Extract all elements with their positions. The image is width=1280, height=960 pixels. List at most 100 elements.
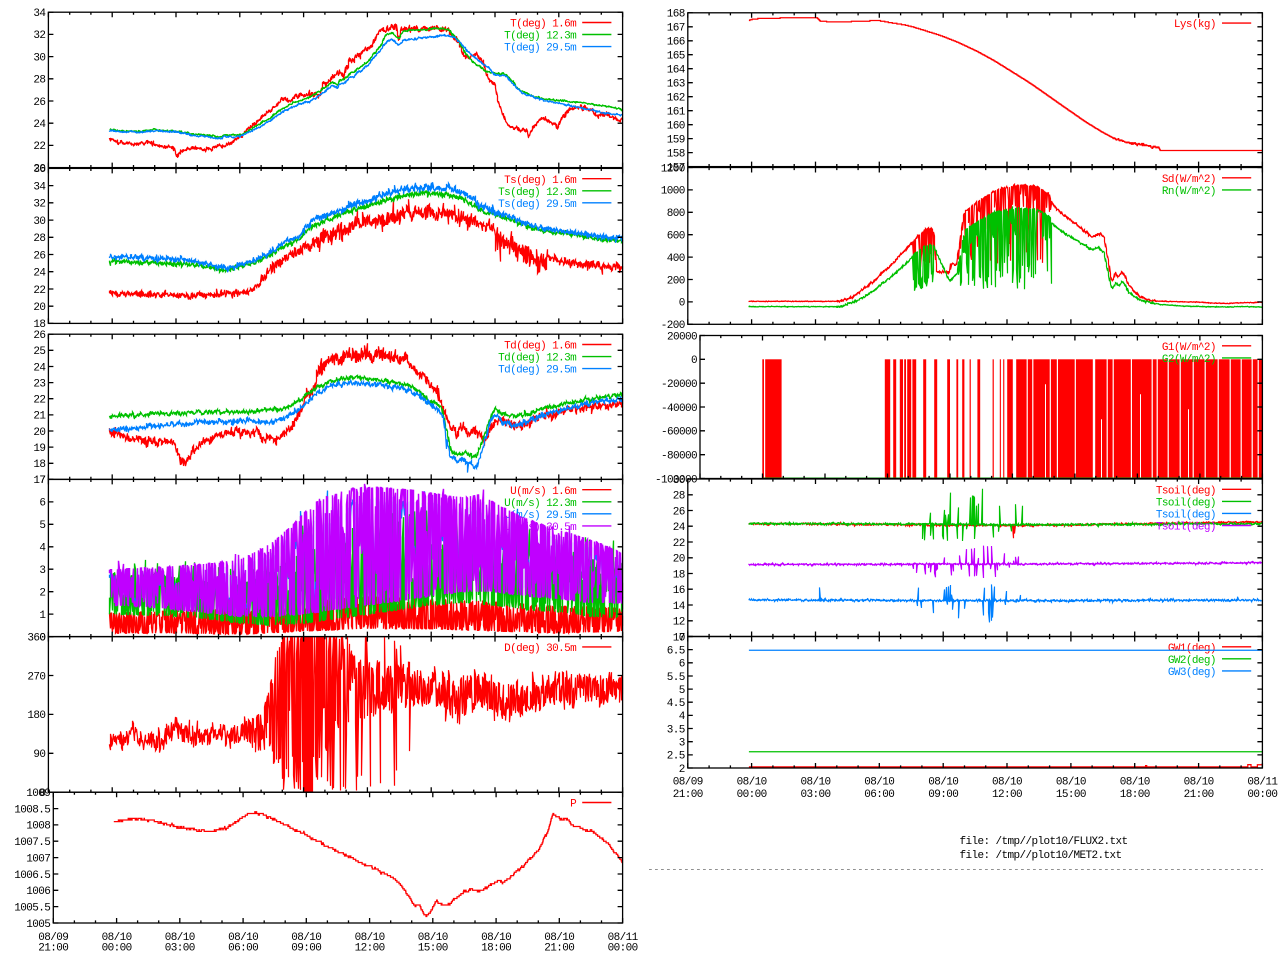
svg-text:03:00: 03:00 xyxy=(800,789,830,801)
svg-text:270: 270 xyxy=(27,671,45,683)
svg-text:26: 26 xyxy=(33,97,45,109)
svg-text:P: P xyxy=(570,799,577,811)
svg-text:34: 34 xyxy=(33,181,46,193)
svg-text:1005: 1005 xyxy=(26,919,50,931)
svg-text:30: 30 xyxy=(673,475,685,487)
svg-text:08/10: 08/10 xyxy=(800,777,830,789)
svg-text:03:00: 03:00 xyxy=(165,943,195,955)
svg-text:21:00: 21:00 xyxy=(673,789,703,801)
svg-text:08/10: 08/10 xyxy=(102,932,132,944)
svg-text:08/10: 08/10 xyxy=(165,932,195,944)
svg-text:20000: 20000 xyxy=(667,331,697,343)
svg-text:30: 30 xyxy=(33,216,45,228)
svg-text:5: 5 xyxy=(679,685,685,697)
svg-text:12: 12 xyxy=(673,617,685,629)
svg-text:1008.5: 1008.5 xyxy=(14,804,50,816)
svg-text:09:00: 09:00 xyxy=(928,789,958,801)
svg-text:5: 5 xyxy=(39,520,45,532)
svg-text:Sd(W/m^2): Sd(W/m^2) xyxy=(1162,174,1216,186)
svg-text:Tsoil(deg): Tsoil(deg) xyxy=(1156,522,1216,534)
svg-text:0: 0 xyxy=(39,632,45,644)
svg-text:4: 4 xyxy=(679,711,686,723)
svg-text:3: 3 xyxy=(679,738,685,750)
svg-text:165: 165 xyxy=(667,51,685,63)
svg-text:24: 24 xyxy=(33,268,46,280)
svg-text:1200: 1200 xyxy=(661,163,685,175)
svg-text:00:00: 00:00 xyxy=(608,943,638,955)
svg-text:21:00: 21:00 xyxy=(1184,789,1214,801)
svg-text:22: 22 xyxy=(33,395,45,407)
svg-text:0: 0 xyxy=(679,298,685,310)
svg-text:161: 161 xyxy=(667,107,686,119)
svg-text:21:00: 21:00 xyxy=(544,943,574,955)
svg-text:08/10: 08/10 xyxy=(864,777,894,789)
svg-text:22: 22 xyxy=(33,141,45,153)
svg-text:32: 32 xyxy=(33,30,45,42)
svg-text:00:00: 00:00 xyxy=(1247,789,1277,801)
svg-text:18: 18 xyxy=(33,319,45,331)
svg-text:09:00: 09:00 xyxy=(291,943,321,955)
svg-text:-40000: -40000 xyxy=(661,403,697,415)
svg-text:6.5: 6.5 xyxy=(667,645,685,657)
svg-text:1007: 1007 xyxy=(26,853,50,865)
svg-text:23: 23 xyxy=(33,378,45,390)
svg-text:-80000: -80000 xyxy=(661,451,697,463)
svg-text:-100000: -100000 xyxy=(655,474,697,486)
svg-text:08/10: 08/10 xyxy=(355,932,385,944)
svg-text:T(deg) 12.3m: T(deg) 12.3m xyxy=(504,31,577,43)
svg-text:08/10: 08/10 xyxy=(418,932,448,944)
svg-text:157: 157 xyxy=(667,162,685,174)
svg-text:25: 25 xyxy=(33,346,45,358)
svg-text:Td(deg) 29.5m: Td(deg) 29.5m xyxy=(498,365,577,377)
svg-text:U(m/s) 1.6m: U(m/s) 1.6m xyxy=(510,486,577,498)
svg-text:180: 180 xyxy=(27,710,45,722)
svg-text:26: 26 xyxy=(33,250,45,262)
svg-text:24: 24 xyxy=(673,522,686,534)
svg-text:Ts(deg) 1.6m: Ts(deg) 1.6m xyxy=(504,175,577,187)
svg-text:21:00: 21:00 xyxy=(38,943,68,955)
svg-text:90: 90 xyxy=(33,749,45,761)
svg-text:T(deg) 1.6m: T(deg) 1.6m xyxy=(510,19,577,31)
svg-text:08/10: 08/10 xyxy=(1056,777,1086,789)
svg-text:08/10: 08/10 xyxy=(992,777,1022,789)
svg-text:08/11: 08/11 xyxy=(608,932,639,944)
svg-text:08/11: 08/11 xyxy=(1247,777,1278,789)
svg-text:167: 167 xyxy=(667,23,685,35)
svg-text:21: 21 xyxy=(33,411,46,423)
svg-text:Lys(kg): Lys(kg) xyxy=(1174,19,1216,31)
svg-text:-200: -200 xyxy=(661,320,685,332)
svg-text:4: 4 xyxy=(39,543,46,555)
svg-text:Td(deg) 1.6m: Td(deg) 1.6m xyxy=(504,341,577,353)
svg-text:6: 6 xyxy=(39,498,45,510)
svg-text:166: 166 xyxy=(667,37,685,49)
svg-text:G2(W/m^2): G2(W/m^2) xyxy=(1162,354,1216,366)
svg-text:26: 26 xyxy=(673,506,685,518)
svg-text:-60000: -60000 xyxy=(661,427,697,439)
svg-text:10: 10 xyxy=(673,632,685,644)
svg-text:162: 162 xyxy=(667,93,685,105)
svg-text:1009: 1009 xyxy=(26,788,50,800)
svg-text:2.5: 2.5 xyxy=(667,751,685,763)
svg-text:06:00: 06:00 xyxy=(864,789,894,801)
svg-text:22: 22 xyxy=(33,285,45,297)
svg-text:159: 159 xyxy=(667,134,685,146)
svg-text:15:00: 15:00 xyxy=(1056,789,1086,801)
svg-text:Ts(deg) 12.3m: Ts(deg) 12.3m xyxy=(498,187,577,199)
svg-text:Tsoil(deg): Tsoil(deg) xyxy=(1156,485,1216,497)
svg-text:168: 168 xyxy=(667,9,685,21)
svg-text:400: 400 xyxy=(667,253,685,265)
svg-text:08/10: 08/10 xyxy=(1184,777,1214,789)
svg-text:U(m/s) 12.3m: U(m/s) 12.3m xyxy=(504,498,577,510)
svg-text:Ts(deg) 29.5m: Ts(deg) 29.5m xyxy=(498,199,577,211)
svg-text:file: /tmp//plot10/MET2.txt: file: /tmp//plot10/MET2.txt xyxy=(960,850,1122,862)
svg-text:160: 160 xyxy=(667,121,685,133)
svg-text:D(deg) 30.5m: D(deg) 30.5m xyxy=(504,643,577,655)
svg-text:file: /tmp//plot10/FLUX2.txt: file: /tmp//plot10/FLUX2.txt xyxy=(960,836,1128,848)
svg-text:12:00: 12:00 xyxy=(992,789,1022,801)
svg-text:7: 7 xyxy=(679,632,685,644)
svg-text:3.5: 3.5 xyxy=(667,724,685,736)
svg-text:30: 30 xyxy=(33,52,45,64)
svg-text:08/10: 08/10 xyxy=(544,932,574,944)
svg-text:2: 2 xyxy=(39,588,45,600)
svg-text:3: 3 xyxy=(39,565,45,577)
